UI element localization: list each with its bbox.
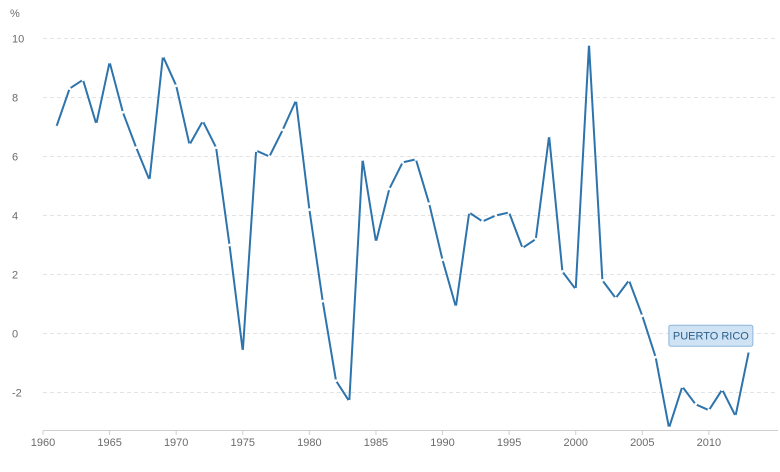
data-point[interactable] [654,355,657,359]
data-point[interactable] [427,202,431,206]
data-point[interactable] [734,414,737,418]
y-tick-label: -2 [12,388,22,400]
data-point[interactable] [494,214,498,217]
gridlines [43,38,778,393]
data-point[interactable] [467,211,471,214]
x-tick-label: 2005 [630,437,654,449]
y-tick-label: 6 [12,152,18,164]
data-point[interactable] [228,243,231,247]
data-point[interactable] [454,305,458,309]
series-layer [54,43,751,430]
x-tick-label: 1980 [297,437,321,449]
data-point[interactable] [81,78,85,82]
data-point[interactable] [601,279,604,282]
data-point[interactable] [108,60,111,64]
series-name-label: PUERTO RICO [673,331,749,343]
data-point[interactable] [161,54,165,58]
data-point[interactable] [587,43,591,46]
data-point[interactable] [134,146,138,150]
data-point[interactable] [707,408,711,412]
data-point[interactable] [214,146,218,150]
data-point[interactable] [241,349,245,353]
x-tick-label: 1970 [164,437,188,449]
data-point[interactable] [188,143,191,147]
x-tick-label: 1985 [364,437,388,449]
x-tick-label: 2010 [697,437,721,449]
data-point[interactable] [574,287,578,291]
y-tick-label: 2 [12,270,18,282]
y-tick-label: 4 [12,211,18,223]
data-point[interactable] [294,99,298,102]
x-tick-label: 1975 [231,437,255,449]
data-point[interactable] [308,208,311,212]
x-tick-label: 1965 [97,437,121,449]
data-point[interactable] [321,299,325,303]
x-tick-label: 1990 [430,437,454,449]
y-tick-label: 10 [12,34,24,46]
data-point[interactable] [481,220,484,223]
y-tick-label: 8 [12,93,18,105]
data-point[interactable] [268,155,271,158]
series-label-box [668,324,754,347]
data-point[interactable] [521,246,524,250]
data-point[interactable] [361,158,364,161]
data-point[interactable] [720,388,724,391]
data-point[interactable] [148,178,151,182]
data-point[interactable] [441,258,444,262]
series-line[interactable] [55,43,750,429]
series-labels: PUERTO RICO [668,324,754,347]
y-unit-label: % [10,8,20,20]
data-point[interactable] [507,211,511,214]
data-point[interactable] [347,399,351,403]
data-point[interactable] [201,119,205,123]
x-tick-label: 1960 [31,437,55,449]
data-point[interactable] [374,240,378,244]
data-point[interactable] [614,296,618,300]
data-point[interactable] [561,270,564,273]
data-point[interactable] [281,128,285,132]
data-point[interactable] [680,385,684,388]
data-point[interactable] [414,158,418,161]
data-point[interactable] [174,84,178,88]
data-point[interactable] [401,161,404,164]
data-point[interactable] [694,402,697,406]
data-point[interactable] [68,87,71,90]
data-point[interactable] [54,125,58,129]
data-point[interactable] [121,110,125,114]
data-point[interactable] [534,237,538,241]
data-point[interactable] [667,426,671,430]
y-axis: % 10 8 6 4 2 0 -2 [10,8,24,400]
data-point[interactable] [547,134,551,138]
data-point[interactable] [640,314,644,318]
data-point[interactable] [94,122,98,126]
x-tick-label: 1995 [497,437,521,449]
x-tick-label: 2000 [563,437,587,449]
data-point[interactable] [254,149,258,153]
y-tick-label: 0 [12,329,18,341]
data-point[interactable] [747,349,751,353]
x-axis: 1960 1965 1970 1975 1980 1985 1990 1995 2000 2005… [31,430,778,449]
data-point[interactable] [627,279,631,282]
data-point[interactable] [334,379,338,383]
data-point[interactable] [387,187,391,191]
